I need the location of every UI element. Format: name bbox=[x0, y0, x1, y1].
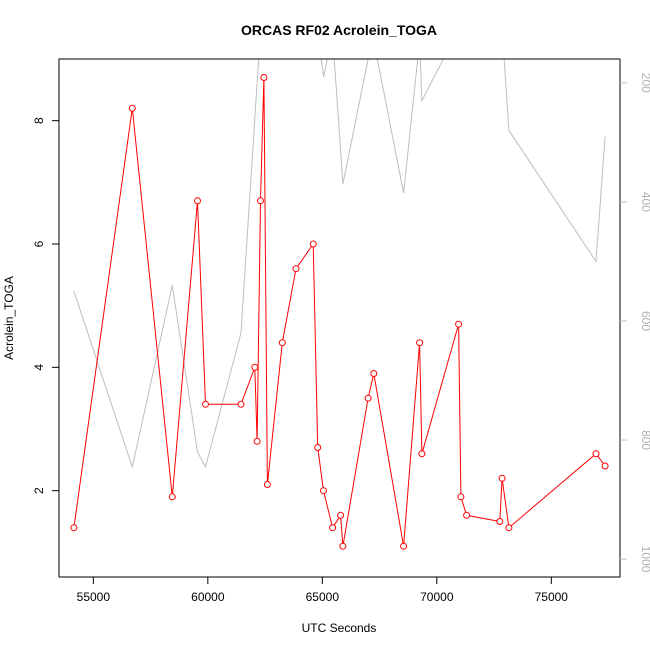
data-point bbox=[278, 339, 286, 347]
data-point bbox=[339, 542, 347, 550]
x-tick-label: 55000 bbox=[77, 590, 111, 604]
data-point bbox=[496, 518, 504, 525]
x-tick-label: 65000 bbox=[306, 590, 340, 604]
data-point bbox=[364, 394, 372, 402]
data-point bbox=[202, 400, 209, 408]
secondary-y-tick-label: 1000 bbox=[639, 546, 650, 573]
y-axis-label: Acrolein_TOGA bbox=[2, 276, 16, 360]
secondary-y-tick-label: 800 bbox=[639, 430, 650, 450]
data-point bbox=[70, 524, 78, 532]
primary-series-layer bbox=[70, 74, 609, 550]
data-point bbox=[498, 474, 506, 482]
data-point bbox=[400, 542, 408, 550]
data-point bbox=[257, 197, 264, 205]
data-point bbox=[592, 450, 600, 458]
y-tick-label: 6 bbox=[32, 240, 46, 247]
x-tick-label: 60000 bbox=[191, 590, 225, 604]
data-point bbox=[329, 524, 337, 532]
data-point bbox=[601, 462, 609, 470]
x-axis-label: UTC Seconds bbox=[302, 621, 377, 635]
secondary-y-tick-label: 400 bbox=[639, 192, 650, 212]
secondary-series-layer bbox=[73, 59, 606, 469]
data-point bbox=[194, 197, 201, 205]
data-point bbox=[263, 481, 271, 488]
data-point bbox=[128, 104, 136, 112]
x-tick-label: 70000 bbox=[420, 590, 454, 604]
data-point bbox=[463, 511, 471, 519]
data-point bbox=[292, 265, 300, 273]
data-point bbox=[370, 370, 378, 377]
secondary-series-line bbox=[73, 59, 606, 469]
data-point bbox=[457, 493, 465, 501]
y-tick-label: 2 bbox=[32, 487, 46, 494]
data-point bbox=[337, 511, 345, 519]
data-point bbox=[260, 74, 268, 81]
data-point bbox=[309, 240, 317, 248]
y-tick-label: 8 bbox=[32, 117, 46, 124]
data-point bbox=[314, 444, 322, 451]
data-point bbox=[320, 487, 327, 495]
data-point bbox=[237, 400, 245, 408]
data-point bbox=[455, 320, 463, 328]
axes-layer: 55000 60000 65000 70000 75000 2 4 6 8 200 400 600 80… bbox=[32, 73, 650, 604]
x-tick-label: 75000 bbox=[535, 590, 569, 604]
y-tick-label: 4 bbox=[32, 364, 46, 371]
data-point bbox=[416, 339, 424, 347]
data-point bbox=[418, 450, 426, 458]
primary-series-line bbox=[73, 77, 606, 547]
data-point bbox=[168, 493, 176, 501]
secondary-y-tick-label: 600 bbox=[639, 311, 650, 331]
secondary-y-tick-label: 200 bbox=[639, 73, 650, 93]
data-point bbox=[253, 437, 261, 445]
data-point bbox=[251, 363, 259, 371]
data-point bbox=[505, 524, 513, 532]
chart-title: ORCAS RF02 Acrolein_TOGA bbox=[241, 22, 437, 38]
